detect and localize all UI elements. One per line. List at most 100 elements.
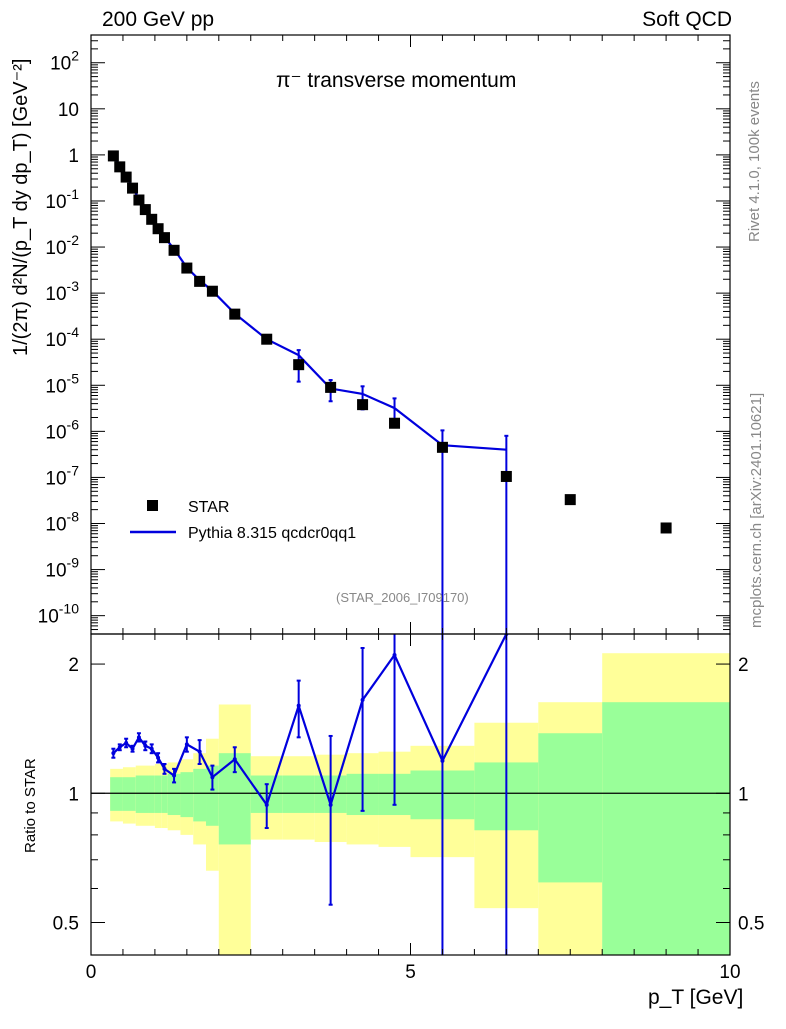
ratio-point [210, 775, 215, 780]
legend: STAR Pythia 8.315 qcdcr0qq1 [130, 499, 356, 542]
tick-exponent: -8 [67, 509, 80, 525]
data-point [500, 470, 512, 482]
data-point [152, 223, 164, 235]
tick-exponent: -3 [67, 278, 80, 294]
x-tick-label: 10 [719, 962, 740, 983]
ratio-y-axis-label: Ratio to STAR [22, 758, 39, 853]
green-band-bin [110, 777, 123, 811]
tick-exponent: -4 [67, 324, 80, 340]
main-frame [90, 34, 731, 635]
mcplots-label: mcplots.cern.ch [arXiv:2401.10621] [748, 392, 765, 628]
green-band-bin [180, 772, 194, 818]
ratio-point [296, 703, 301, 708]
ratio-y-tick-label-right: 1 [738, 784, 749, 805]
data-point [120, 171, 132, 183]
main-y-tick-label: 10-3 [45, 278, 79, 305]
ratio-y-tick-label-right: 2 [738, 655, 749, 676]
main-y-axis-label: 1/(2π) d²N/(p_T dy dp_T) [GeV⁻²] [10, 58, 32, 356]
green-band-bin [538, 733, 603, 883]
data-point [261, 333, 273, 345]
category-label: Soft QCD [642, 8, 732, 31]
ratio-point [143, 743, 148, 748]
ratio-point [360, 697, 365, 702]
analysis-reference: (STAR_2006_I709170) [336, 590, 469, 605]
ratio-point [162, 766, 167, 771]
data-point [168, 244, 180, 256]
green-band-bin [122, 777, 136, 811]
data-point [206, 285, 218, 297]
main-y-tick-label: 1 [68, 146, 79, 167]
ratio-point [136, 735, 141, 740]
ratio-point [149, 746, 154, 751]
ratio-point [172, 773, 177, 778]
ratio-point [130, 746, 135, 751]
ratio-point [124, 740, 129, 745]
main-y-tick-label: 10-2 [45, 232, 79, 259]
legend-data-marker [147, 500, 158, 511]
ratio-y-tick-label-left: 2 [68, 655, 79, 676]
ratio-y-tick-label-left: 1 [68, 784, 79, 805]
tick-exponent: -10 [59, 601, 79, 617]
chart-title: π⁻ transverse momentum [276, 69, 517, 92]
data-point [181, 262, 193, 274]
x-tick-label: 0 [86, 962, 97, 983]
energy-label: 200 GeV pp [102, 8, 215, 31]
axis-ticks [90, 34, 731, 955]
green-band-bin [193, 768, 207, 822]
data-point [357, 399, 369, 411]
green-band-bin [154, 775, 162, 813]
data-point [133, 194, 145, 206]
main-y-tick-label: 10-10 [38, 601, 80, 628]
data-point [229, 308, 241, 320]
green-band-bin [161, 775, 168, 813]
data-point [194, 275, 206, 287]
tick-exponent: -9 [67, 555, 80, 571]
main-y-tick-label: 10-4 [45, 324, 79, 351]
main-clipped-group [107, 150, 672, 634]
data-point [114, 161, 126, 173]
green-band-bin [148, 775, 155, 813]
data-point [146, 213, 158, 225]
ratio-clipped-group [111, 634, 509, 955]
main-y-tick-label: 10-7 [45, 462, 79, 489]
ratio-point [197, 749, 202, 754]
data-point [389, 417, 401, 429]
ratio-series [111, 634, 509, 955]
main-y-tick-label: 10 [58, 100, 79, 121]
data-point [293, 359, 305, 371]
legend-mc-label: Pythia 8.315 qcdcr0qq1 [188, 525, 356, 542]
x-axis-label: p_T [GeV] [648, 986, 744, 1009]
rivet-version-label: Rivet 4.1.0, 100k events [746, 81, 763, 242]
tick-exponent: 2 [71, 48, 79, 64]
green-band-bin [602, 702, 730, 955]
tick-exponent: -1 [67, 186, 80, 202]
green-band-bin [135, 775, 149, 813]
ratio-point [328, 802, 333, 807]
mc-line [112, 154, 507, 451]
data-point [158, 232, 170, 244]
main-y-tick-label: 10-5 [45, 370, 79, 397]
tick-exponent: -2 [67, 232, 80, 248]
data-point [660, 522, 672, 534]
tick-exponent: -5 [67, 370, 80, 386]
ratio-frame [90, 633, 731, 956]
ratio-point [184, 742, 189, 747]
ratio-point [392, 652, 397, 657]
ratio-point [111, 751, 116, 756]
main-y-tick-label: 10-6 [45, 416, 79, 443]
green-band-bin [282, 775, 315, 813]
ratio-point [117, 745, 122, 750]
data-point [325, 381, 337, 393]
axis-frames [90, 34, 731, 956]
green-band-bin [206, 765, 219, 826]
x-tick-label: 5 [405, 962, 416, 983]
main-series [107, 150, 672, 634]
ratio-point [156, 755, 161, 760]
main-y-tick-label: 10-1 [45, 186, 79, 213]
tick-exponent: -7 [67, 462, 80, 478]
data-point [564, 494, 576, 506]
ratio-y-tick-label-left: 0.5 [53, 913, 79, 934]
ratio-uncertainty-bands [91, 653, 730, 955]
